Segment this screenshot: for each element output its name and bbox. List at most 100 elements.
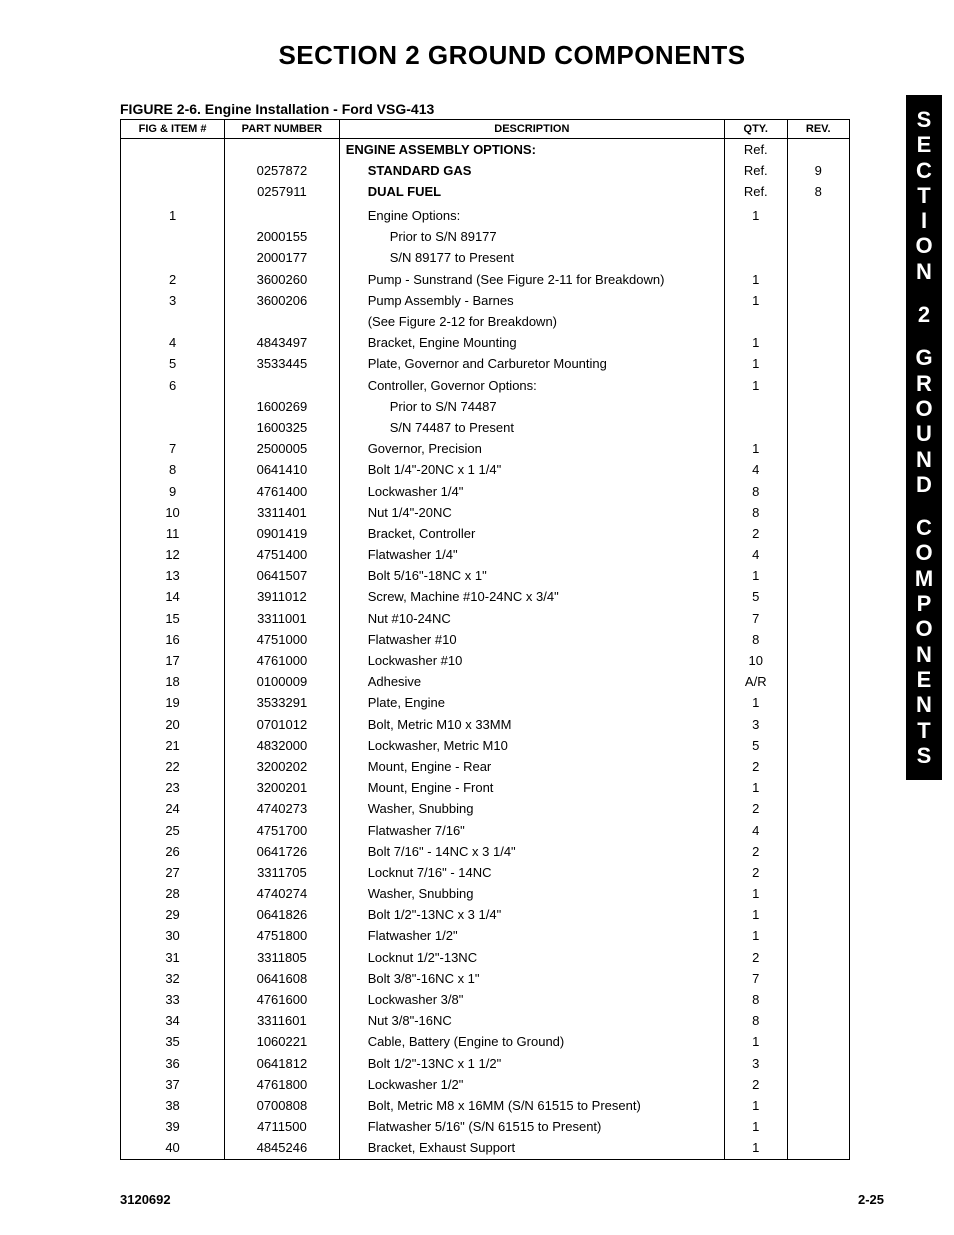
cell-rev [787, 312, 850, 333]
cell-desc: Flatwasher 1/2" [339, 926, 724, 947]
cell-qty: 1 [725, 905, 787, 926]
cell-qty: 8 [725, 990, 787, 1011]
cell-desc: Lockwasher 1/4" [339, 481, 724, 502]
footer-left: 3120692 [120, 1192, 171, 1207]
cell-fig [121, 181, 225, 202]
cell-rev [787, 439, 850, 460]
cell-part: 3533445 [225, 354, 340, 375]
cell-fig: 3 [121, 290, 225, 311]
cell-fig: 8 [121, 460, 225, 481]
side-tab-char: N [906, 447, 942, 472]
cell-qty: 1 [725, 693, 787, 714]
cell-desc: Lockwasher, Metric M10 [339, 735, 724, 756]
cell-desc: Pump - Sunstrand (See Figure 2-11 for Br… [339, 269, 724, 290]
cell-desc: Mount, Engine - Rear [339, 756, 724, 777]
cell-part: 4751800 [225, 926, 340, 947]
cell-desc: Nut #10-24NC [339, 608, 724, 629]
cell-fig: 17 [121, 651, 225, 672]
cell-rev [787, 905, 850, 926]
cell-rev [787, 968, 850, 989]
table-row: 374761800Lockwasher 1/2"2 [121, 1074, 850, 1095]
table-row: 44843497Bracket, Engine Mounting1 [121, 333, 850, 354]
cell-qty: 1 [725, 206, 787, 227]
table-row: 1600269Prior to S/N 74487 [121, 396, 850, 417]
cell-qty: 2 [725, 523, 787, 544]
cell-rev [787, 841, 850, 862]
side-tab-char: T [906, 183, 942, 208]
cell-rev [787, 672, 850, 693]
cell-desc: Cable, Battery (Engine to Ground) [339, 1032, 724, 1053]
cell-qty: Ref. [725, 160, 787, 181]
cell-fig: 31 [121, 947, 225, 968]
cell-part: 3311401 [225, 502, 340, 523]
cell-part: 0641608 [225, 968, 340, 989]
table-row: 290641826Bolt 1/2"-13NC x 3 1/4"1 [121, 905, 850, 926]
cell-part: 4761000 [225, 651, 340, 672]
cell-part: 4761600 [225, 990, 340, 1011]
cell-fig: 12 [121, 545, 225, 566]
table-row: 404845246Bracket, Exhaust Support1 [121, 1138, 850, 1160]
side-tab-char: U [906, 421, 942, 446]
cell-desc: Bolt 1/2"-13NC x 1 1/2" [339, 1053, 724, 1074]
cell-fig: 32 [121, 968, 225, 989]
cell-part: 3311601 [225, 1011, 340, 1032]
cell-part: 3311705 [225, 862, 340, 883]
cell-desc: Flatwasher 7/16" [339, 820, 724, 841]
cell-fig [121, 396, 225, 417]
table-row: 1600325S/N 74487 to Present [121, 417, 850, 438]
cell-part: 4761800 [225, 1074, 340, 1095]
cell-rev [787, 926, 850, 947]
cell-fig: 26 [121, 841, 225, 862]
cell-rev: 8 [787, 181, 850, 202]
cell-part: 0641826 [225, 905, 340, 926]
table-row: 394711500Flatwasher 5/16" (S/N 61515 to … [121, 1117, 850, 1138]
cell-fig [121, 139, 225, 161]
cell-fig: 35 [121, 1032, 225, 1053]
cell-fig [121, 248, 225, 269]
cell-rev [787, 1095, 850, 1116]
side-tab-char: C [906, 158, 942, 183]
page-footer: 3120692 2-25 [120, 1192, 884, 1207]
cell-rev [787, 269, 850, 290]
cell-rev [787, 396, 850, 417]
cell-qty: Ref. [725, 139, 787, 161]
cell-rev [787, 820, 850, 841]
table-row: 2000155Prior to S/N 89177 [121, 227, 850, 248]
cell-qty: 4 [725, 460, 787, 481]
cell-fig: 25 [121, 820, 225, 841]
cell-rev [787, 417, 850, 438]
cell-desc: S/N 74487 to Present [339, 417, 724, 438]
cell-fig: 27 [121, 862, 225, 883]
table-row: 33600206Pump Assembly - Barnes1 [121, 290, 850, 311]
table-row: 380700808Bolt, Metric M8 x 16MM (S/N 615… [121, 1095, 850, 1116]
cell-desc: Locknut 1/2"-13NC [339, 947, 724, 968]
cell-part: 2500005 [225, 439, 340, 460]
cell-rev [787, 756, 850, 777]
cell-desc: Prior to S/N 89177 [339, 227, 724, 248]
cell-part: 0257911 [225, 181, 340, 202]
cell-desc: Bolt, Metric M8 x 16MM (S/N 61515 to Pre… [339, 1095, 724, 1116]
side-tab-char: M [906, 566, 942, 591]
cell-rev [787, 587, 850, 608]
table-row: 2000177S/N 89177 to Present [121, 248, 850, 269]
col-part: PART NUMBER [225, 120, 340, 139]
cell-desc: Bolt 1/4"-20NC x 1 1/4" [339, 460, 724, 481]
cell-qty: 1 [725, 926, 787, 947]
cell-desc: Plate, Governor and Carburetor Mounting [339, 354, 724, 375]
cell-fig: 29 [121, 905, 225, 926]
table-row: 313311805Locknut 1/2"-13NC2 [121, 947, 850, 968]
cell-fig: 23 [121, 778, 225, 799]
cell-desc: Bracket, Controller [339, 523, 724, 544]
cell-rev [787, 799, 850, 820]
cell-rev [787, 502, 850, 523]
cell-part: 0641812 [225, 1053, 340, 1074]
cell-qty: 10 [725, 651, 787, 672]
cell-desc: Adhesive [339, 672, 724, 693]
side-tab-char [906, 284, 942, 302]
cell-qty [725, 227, 787, 248]
side-tab-char [906, 497, 942, 515]
table-row: 174761000Lockwasher #1010 [121, 651, 850, 672]
cell-fig: 36 [121, 1053, 225, 1074]
cell-part: 2000155 [225, 227, 340, 248]
cell-part: 4761400 [225, 481, 340, 502]
